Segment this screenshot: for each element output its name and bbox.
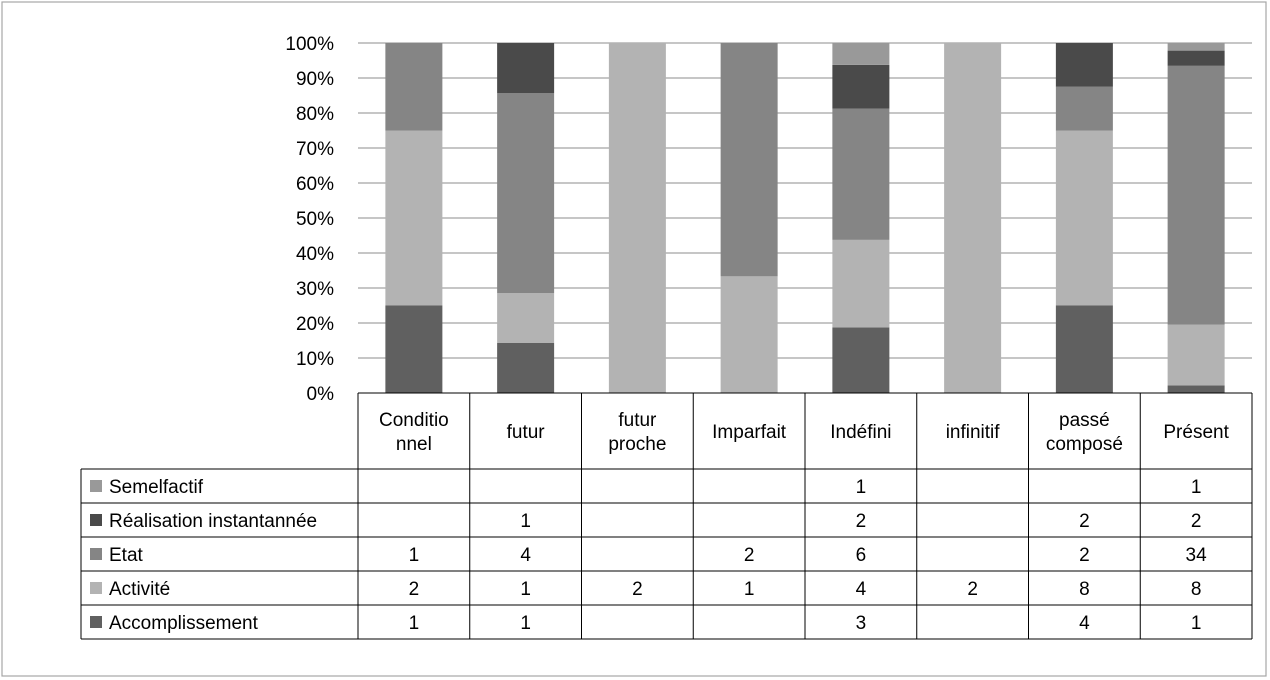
data-label-etat-imparfait: 2 bbox=[744, 545, 755, 566]
y-tick-label: 90% bbox=[296, 69, 334, 90]
data-label-realisation-instantannee-present: 2 bbox=[1191, 511, 1202, 532]
x-tick-label-passe-compose: passé composé bbox=[1046, 410, 1123, 455]
data-label-activite-present: 8 bbox=[1191, 579, 1202, 600]
data-label-activite-imparfait: 1 bbox=[744, 579, 755, 600]
data-label-activite-conditionnel: 2 bbox=[409, 579, 420, 600]
bar-segment-activite-futur-proche bbox=[608, 43, 666, 393]
x-tick-label-futur: futur bbox=[507, 422, 546, 443]
data-label-semelfactif-present: 1 bbox=[1191, 477, 1202, 498]
data-label-semelfactif-indefini: 1 bbox=[856, 477, 867, 498]
x-tick-label-futur-proche: futur proche bbox=[608, 410, 666, 455]
data-label-etat-indefini: 6 bbox=[856, 545, 867, 566]
y-tick-label: 30% bbox=[296, 279, 334, 300]
bar-segment-realisation-instantannee-indefini bbox=[832, 64, 890, 109]
x-tick-label-conditionnel: Conditio nnel bbox=[379, 410, 449, 455]
y-tick-label: 10% bbox=[296, 349, 334, 370]
data-label-accomplissement-present: 1 bbox=[1191, 613, 1202, 634]
data-label-etat-conditionnel: 1 bbox=[409, 545, 420, 566]
legend-swatch-accomplissement bbox=[90, 616, 102, 628]
bar-segment-semelfactif-present bbox=[1167, 43, 1225, 51]
y-tick-label: 20% bbox=[296, 314, 334, 335]
bar-segment-accomplissement-conditionnel bbox=[385, 305, 443, 393]
bar-segment-activite-conditionnel bbox=[385, 130, 443, 306]
bar-segment-activite-indefini bbox=[832, 239, 890, 328]
data-label-etat-passe-compose: 2 bbox=[1079, 545, 1090, 566]
bar-segment-activite-futur bbox=[497, 293, 555, 343]
legend-label-realisation-instantannee: Réalisation instantannée bbox=[109, 511, 317, 532]
legend-swatch-semelfactif bbox=[90, 480, 102, 492]
legend-label-semelfactif: Semelfactif bbox=[109, 477, 204, 498]
y-tick-label: 80% bbox=[296, 104, 334, 125]
bar-segment-activite-present bbox=[1167, 324, 1225, 386]
bar-segment-realisation-instantannee-present bbox=[1167, 50, 1225, 66]
data-label-activite-indefini: 4 bbox=[856, 579, 867, 600]
x-tick-label-infinitif: infinitif bbox=[946, 422, 1001, 443]
bar-segment-semelfactif-indefini bbox=[832, 43, 890, 65]
data-label-realisation-instantannee-passe-compose: 2 bbox=[1079, 511, 1090, 532]
y-axis-tick-labels: 0% 10% 20% 30% 40% 50% 60% 70% 80% 90% 100% bbox=[285, 34, 334, 405]
bar-segment-activite-passe-compose bbox=[1055, 130, 1113, 306]
bar-segment-realisation-instantannee-futur bbox=[497, 43, 555, 93]
bar-segment-accomplissement-futur bbox=[497, 343, 555, 393]
y-tick-label: 70% bbox=[296, 139, 334, 160]
y-tick-label: 40% bbox=[296, 244, 334, 265]
bar-segment-etat-futur bbox=[497, 93, 555, 293]
x-tick-label-present: Présent bbox=[1163, 422, 1229, 443]
data-table: Conditio nnel futur futur proche Imparfait Ind… bbox=[80, 392, 1253, 640]
legend-label-activite: Activité bbox=[109, 579, 170, 600]
bar-segment-activite-infinitif bbox=[944, 43, 1002, 393]
bars bbox=[385, 43, 1225, 393]
legend-label-accomplissement: Accomplissement bbox=[109, 613, 259, 634]
data-label-activite-infinitif: 2 bbox=[967, 579, 978, 600]
y-tick-label: 60% bbox=[296, 174, 334, 195]
y-tick-label: 50% bbox=[296, 209, 334, 230]
data-label-accomplissement-futur: 1 bbox=[520, 613, 531, 634]
bar-segment-realisation-instantannee-passe-compose bbox=[1055, 43, 1113, 87]
data-label-activite-futur-proche: 2 bbox=[632, 579, 643, 600]
data-label-accomplissement-conditionnel: 1 bbox=[409, 613, 420, 634]
bar-segment-etat-conditionnel bbox=[385, 43, 443, 131]
data-label-etat-futur: 4 bbox=[520, 545, 531, 566]
data-label-realisation-instantannee-indefini: 2 bbox=[856, 511, 867, 532]
x-tick-label-imparfait: Imparfait bbox=[712, 422, 787, 443]
data-label-accomplissement-indefini: 3 bbox=[856, 613, 867, 634]
bar-segment-activite-imparfait bbox=[720, 276, 778, 393]
bar-segment-etat-indefini bbox=[832, 108, 890, 240]
legend-swatch-etat bbox=[90, 548, 102, 560]
data-label-etat-present: 34 bbox=[1186, 545, 1208, 566]
legend-swatch-realisation-instantannee bbox=[90, 514, 102, 526]
legend-swatch-activite bbox=[90, 582, 102, 594]
data-label-accomplissement-passe-compose: 4 bbox=[1079, 613, 1090, 634]
x-tick-label-indefini: Indéfini bbox=[830, 422, 891, 443]
bar-segment-etat-passe-compose bbox=[1055, 86, 1113, 131]
bar-segment-etat-present bbox=[1167, 65, 1225, 325]
bar-segment-etat-imparfait bbox=[720, 43, 778, 277]
data-label-activite-futur: 1 bbox=[520, 579, 531, 600]
y-tick-label: 100% bbox=[285, 34, 334, 55]
data-label-activite-passe-compose: 8 bbox=[1079, 579, 1090, 600]
bar-segment-accomplissement-passe-compose bbox=[1055, 305, 1113, 393]
y-tick-label: 0% bbox=[307, 384, 335, 405]
data-label-realisation-instantannee-futur: 1 bbox=[520, 511, 531, 532]
legend-label-etat: Etat bbox=[109, 545, 144, 566]
bar-segment-accomplissement-indefini bbox=[832, 327, 890, 393]
bar-segment-accomplissement-present bbox=[1167, 385, 1225, 393]
